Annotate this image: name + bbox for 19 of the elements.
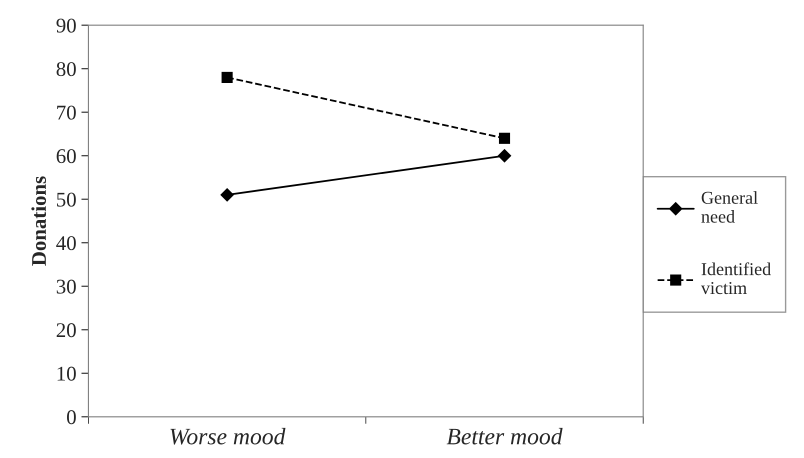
- y-tick-label: 20: [56, 323, 76, 338]
- y-tick-label: 60: [56, 149, 76, 164]
- point: [220, 188, 234, 202]
- point: [498, 149, 512, 162]
- y-tick-label: 80: [56, 62, 76, 76]
- point: [498, 132, 510, 144]
- y-axis-title: Donations: [31, 176, 46, 266]
- y-tick-label: 90: [56, 18, 76, 33]
- legend-label: General need: [701, 191, 758, 223]
- y-tick-label: 50: [57, 192, 76, 207]
- y-tick-label: 40: [56, 236, 76, 250]
- point: [222, 72, 233, 83]
- y-tick-label: 0: [67, 410, 76, 424]
- y-tick-label: 70: [57, 106, 76, 120]
- y-tick-label: 30: [56, 280, 76, 294]
- x-tick-label: Worse mood: [170, 428, 286, 445]
- y-tick-label: 10: [58, 366, 76, 381]
- legend-label: Identified victim: [700, 262, 771, 294]
- x-tick-label: Better mood: [446, 428, 563, 445]
